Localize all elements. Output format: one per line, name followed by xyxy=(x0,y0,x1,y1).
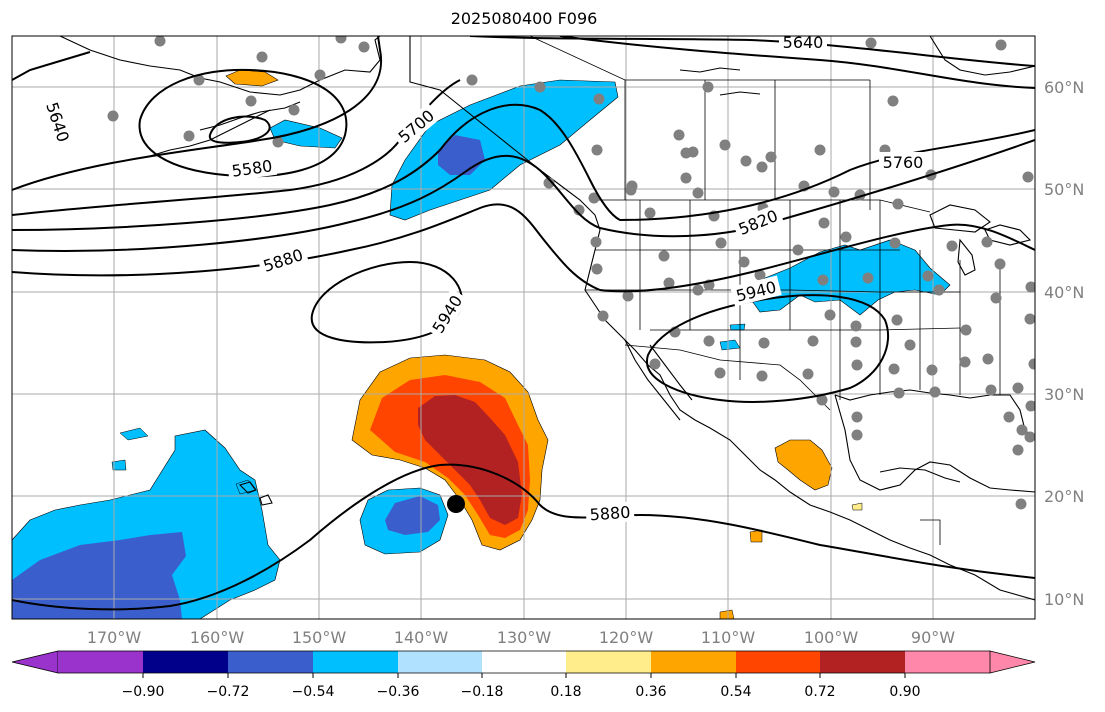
contour-label-group: 5640 5640 5580 5700 5760 5820 xyxy=(41,33,927,525)
colorbar-tick-label: 0.18 xyxy=(550,684,581,700)
orange-mexico xyxy=(774,439,833,491)
contour-label: 5760 xyxy=(883,153,924,172)
lon-label: 100°W xyxy=(804,628,859,647)
lat-label: 50°N xyxy=(1044,180,1084,199)
lat-label: 10°N xyxy=(1044,590,1084,609)
colorbar-tick-label: 0.36 xyxy=(635,684,666,700)
lat-label: 30°N xyxy=(1044,385,1084,404)
dark-red-plume xyxy=(418,395,522,525)
contour-label: 5880 xyxy=(589,503,631,525)
lat-label: 20°N xyxy=(1044,487,1084,506)
colorbar-extend-min xyxy=(11,650,59,674)
blue-dark-nw xyxy=(438,135,485,175)
colorbar-segment xyxy=(58,651,143,673)
colorbar-segment xyxy=(313,651,398,673)
map-title: 2025080400 F096 xyxy=(450,9,598,28)
colorbar-extend-max xyxy=(989,650,1036,674)
colorbar-segment xyxy=(398,651,482,673)
lat-label: 60°N xyxy=(1044,78,1084,97)
colorbar-segment xyxy=(566,651,651,673)
blue-tiny-b xyxy=(111,459,127,471)
colorbar-segment xyxy=(905,651,990,673)
lon-label: 140°W xyxy=(394,628,449,647)
blue-dark-pacific-sw xyxy=(12,532,186,619)
lat-label: 40°N xyxy=(1044,283,1084,302)
colorbar-segment xyxy=(143,651,228,673)
lon-label: 150°W xyxy=(292,628,347,647)
blue-small-az xyxy=(729,323,746,331)
colorbar-segment xyxy=(482,651,566,673)
lon-label: 90°W xyxy=(911,628,955,647)
colorbar-tick-label: −0.18 xyxy=(461,684,504,700)
latitude-labels: 60°N 50°N 40°N 30°N 20°N 10°N xyxy=(1044,78,1084,609)
colorbar-segment xyxy=(820,651,905,673)
map-frame xyxy=(11,35,1036,620)
lon-label: 120°W xyxy=(599,628,654,647)
blue-tiny-a xyxy=(119,427,149,441)
lon-label: 170°W xyxy=(87,628,142,647)
colorbar-tick-label: 0.90 xyxy=(889,684,920,700)
map-panel: 5640 5640 5580 5700 5760 5820 xyxy=(12,33,1035,619)
colorbar-segment xyxy=(651,651,736,673)
colorbar-tick-label: −0.72 xyxy=(207,684,250,700)
orange-tiny-a xyxy=(749,529,763,543)
longitude-labels: 170°W 160°W 150°W 140°W 130°W 120°W 110°… xyxy=(87,628,955,647)
colorbar-tick-label: −0.54 xyxy=(292,684,335,700)
colorbar-tick-label: −0.90 xyxy=(122,684,165,700)
colorbar-tick-label: 0.54 xyxy=(720,684,751,700)
colorbar-segment xyxy=(736,651,820,673)
lon-label: 110°W xyxy=(701,628,756,647)
colorbar: −0.90 −0.72 −0.54 −0.36 −0.18 0.18 0.36 … xyxy=(11,650,1036,700)
colorbar-tick-label: −0.36 xyxy=(377,684,420,700)
lon-label: 160°W xyxy=(190,628,245,647)
yellow-tiny xyxy=(851,502,863,511)
station-markers xyxy=(107,36,1035,510)
colorbar-tick-label: 0.72 xyxy=(804,684,835,700)
blue-dark-pacific-center xyxy=(385,496,440,535)
colorbar-segment xyxy=(228,651,313,673)
lon-label: 130°W xyxy=(497,628,552,647)
contour-label: 5640 xyxy=(783,33,824,52)
center-marker xyxy=(447,495,465,513)
